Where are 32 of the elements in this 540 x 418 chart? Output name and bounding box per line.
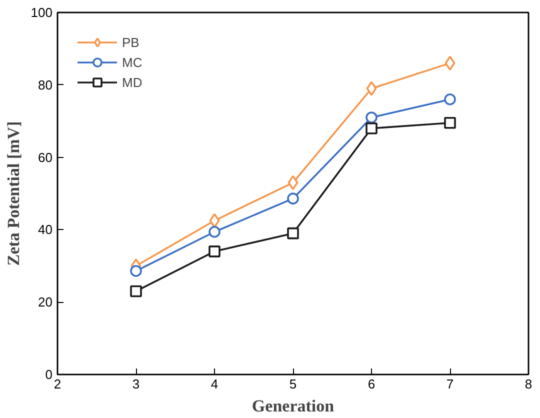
x-axis-title: Generation: [252, 396, 335, 416]
point: [366, 81, 377, 96]
x-tick-label: 8: [524, 376, 532, 392]
x-tick-label: 6: [368, 376, 376, 392]
y-tick-label: 80: [38, 77, 53, 92]
legend-label: PB: [122, 34, 140, 50]
y-axis-title: Zeta Potential [mV]: [4, 121, 23, 266]
point: [444, 117, 456, 129]
y-tick-label: 60: [38, 150, 53, 165]
x-tick-label: 7: [446, 376, 454, 392]
legend-label: MC: [122, 54, 142, 70]
x-tick-label: 3: [132, 376, 140, 392]
point: [209, 213, 220, 228]
y-tick-label: 40: [38, 222, 53, 238]
point: [444, 93, 456, 106]
point: [288, 175, 298, 190]
y-tick-label: 100: [30, 5, 53, 20]
point: [366, 112, 378, 124]
point: [287, 192, 299, 204]
legend-label: MD: [122, 74, 142, 90]
point: [130, 265, 142, 277]
x-tick-label: 4: [210, 376, 218, 392]
y-tick-label: 0: [45, 367, 53, 382]
x-tick-label: 2: [54, 376, 62, 392]
point: [208, 246, 220, 258]
point: [444, 56, 456, 71]
point: [366, 122, 378, 134]
y-tick-label: 20: [38, 294, 53, 310]
point: [130, 285, 142, 298]
point: [287, 227, 299, 240]
x-tick-label: 5: [289, 376, 297, 392]
point: [208, 226, 220, 238]
